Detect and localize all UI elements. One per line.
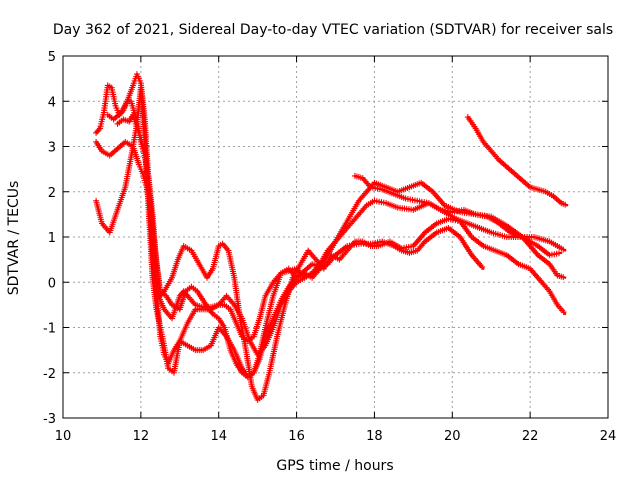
y-tick-label: 0 — [48, 276, 56, 291]
series-line — [94, 84, 322, 379]
y-tick-label: 5 — [48, 50, 56, 65]
series-track-4 — [104, 71, 567, 381]
x-tick-label: 12 — [133, 429, 150, 444]
x-tick-label: 10 — [55, 429, 72, 444]
chart-title: Day 362 of 2021, Sidereal Day-to-day VTE… — [53, 22, 613, 38]
y-tick-label: 4 — [48, 95, 56, 110]
series-track-5 — [114, 111, 567, 403]
series-track-1 — [93, 82, 322, 381]
y-tick-label: 2 — [48, 186, 56, 201]
y-tick-label: 1 — [48, 231, 56, 246]
y-axis-label: SDTVAR / TECUs — [6, 181, 22, 296]
series-track-6 — [351, 172, 567, 253]
y-tick-label: -3 — [43, 412, 56, 427]
series-markers — [114, 111, 567, 403]
series-markers — [351, 172, 567, 253]
series-track-7 — [464, 114, 569, 208]
series-markers — [464, 114, 569, 208]
x-tick-label: 20 — [444, 429, 461, 444]
series-line — [106, 72, 567, 379]
series-markers — [104, 71, 567, 381]
x-tick-label: 16 — [288, 429, 305, 444]
x-tick-label: 14 — [210, 429, 227, 444]
data-series — [93, 71, 569, 403]
x-axis-label: GPS time / hours — [276, 458, 393, 474]
x-tick-label: 22 — [522, 429, 539, 444]
x-tick-label: 24 — [600, 429, 617, 444]
y-tick-label: -2 — [43, 367, 56, 382]
series-markers — [93, 82, 321, 381]
y-tick-label: 3 — [48, 141, 56, 156]
x-tick-label: 18 — [366, 429, 383, 444]
y-tick-label: -1 — [43, 322, 56, 337]
series-line — [466, 115, 569, 207]
